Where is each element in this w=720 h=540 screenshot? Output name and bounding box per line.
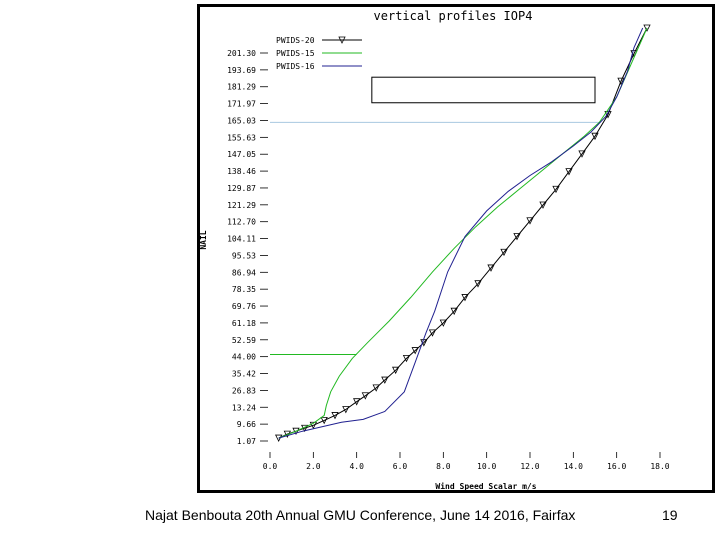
data-point [331, 412, 339, 420]
page-number: 19 [662, 507, 678, 523]
y-tick-label: 95.53 [232, 251, 256, 260]
data-point [411, 347, 419, 355]
x-tick-label: 8.0 [436, 462, 451, 471]
x-tick-label: 10.0 [477, 462, 496, 471]
y-tick-label: 1.07 [237, 437, 256, 446]
y-tick-label: 112.70 [227, 218, 256, 227]
y-tick-label: 138.46 [227, 167, 256, 176]
series-layer [275, 24, 651, 442]
y-tick-label: 52.59 [232, 336, 256, 345]
data-point [428, 329, 437, 337]
y-tick-label: 171.97 [227, 100, 256, 109]
data-point [617, 77, 625, 86]
data-point [474, 280, 482, 288]
legend-label: PWIDS-15 [276, 49, 315, 58]
y-tick-label: 13.24 [232, 403, 256, 412]
footer-caption: Najat Benbouta 20th Annual GMU Conferenc… [145, 507, 576, 523]
y-axis-ticks: 1.07 9.66 13.24 26.83 35.42 44.00 52.59 61.18 69… [227, 49, 268, 446]
data-point [565, 168, 573, 176]
data-point [309, 421, 317, 430]
y-tick-label: 26.83 [232, 386, 256, 395]
x-tick-label: 6.0 [393, 462, 408, 471]
y-tick-label: 193.69 [227, 66, 256, 75]
x-axis-ticks: 0.0 2.0 4.0 6.0 8.0 10.0 12.0 14.0 16.0 18.0 [263, 452, 670, 471]
y-tick-label: 86.94 [232, 268, 256, 277]
data-point [320, 416, 328, 425]
x-tick-label: 14.0 [564, 462, 583, 471]
legend: PWIDS-20 PWIDS-15 PWIDS-16 [276, 36, 362, 71]
legend-marker [338, 36, 346, 44]
data-point [578, 150, 586, 158]
y-tick-label: 35.42 [232, 370, 256, 379]
y-tick-label: 147.05 [227, 150, 256, 159]
x-tick-label: 18.0 [650, 462, 669, 471]
y-tick-label: 104.11 [227, 235, 256, 244]
series-line-pwids-16 [278, 27, 644, 439]
series-line-pwids-15 [278, 27, 648, 439]
y-tick-label: 201.30 [227, 49, 256, 58]
data-point [372, 384, 380, 392]
annotation-box [371, 76, 596, 104]
x-axis-label: Wind Speed Scalar m/s [435, 481, 536, 491]
y-tick-label: 165.03 [227, 116, 256, 125]
x-tick-label: 16.0 [607, 462, 626, 471]
data-point [361, 392, 369, 400]
data-point [353, 398, 361, 406]
y-tick-label: 9.66 [237, 420, 256, 429]
x-tick-label: 2.0 [306, 462, 321, 471]
data-point [591, 132, 599, 141]
y-tick-label: 44.00 [232, 353, 256, 362]
data-point [439, 319, 447, 327]
x-tick-label: 0.0 [263, 462, 278, 471]
y-axis-label: NAIL [199, 230, 208, 249]
y-tick-label: 181.29 [227, 83, 256, 92]
y-tick-label: 61.18 [232, 319, 256, 328]
y-tick-label: 129.87 [227, 184, 256, 193]
data-point [392, 366, 400, 375]
legend-label: PWIDS-20 [276, 36, 315, 45]
x-tick-label: 12.0 [520, 462, 539, 471]
y-tick-label: 69.76 [232, 302, 256, 311]
data-point [292, 427, 300, 436]
y-tick-label: 121.29 [227, 201, 256, 210]
y-tick-label: 155.63 [227, 133, 256, 142]
data-point [643, 24, 651, 32]
data-point [450, 307, 458, 316]
chart-title: vertical profiles IOP4 [374, 9, 533, 23]
legend-label: PWIDS-16 [276, 62, 315, 71]
data-point [513, 233, 521, 241]
reference-lines [270, 76, 600, 355]
data-point [402, 355, 411, 363]
data-point [552, 185, 560, 194]
data-point [526, 217, 534, 225]
data-point [461, 294, 469, 302]
data-point [539, 201, 547, 209]
x-tick-label: 4.0 [349, 462, 364, 471]
data-point [275, 434, 283, 442]
chart-svg: vertical profiles IOP4 Wind Speed Scalar… [199, 9, 670, 491]
data-point [342, 406, 350, 414]
y-tick-label: 78.35 [232, 285, 256, 294]
data-point [381, 376, 389, 384]
data-point [500, 248, 508, 257]
series-line-pwids-20 [278, 27, 648, 439]
data-point [487, 264, 495, 272]
